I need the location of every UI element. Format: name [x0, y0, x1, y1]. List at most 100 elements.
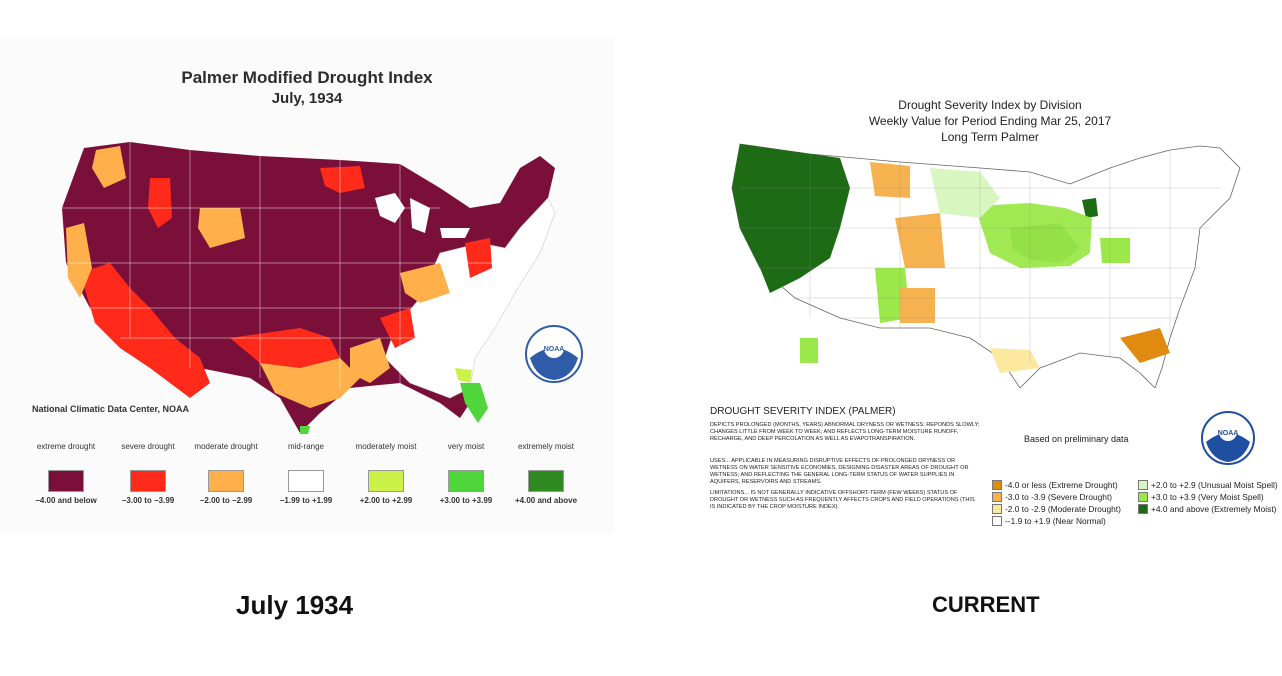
legend-label: very moist: [447, 442, 485, 451]
map-subtitle: July, 1934: [271, 90, 343, 107]
region-moderate-drought-east: [400, 263, 450, 303]
great-lakes: [375, 193, 470, 238]
legend-swatch: [1138, 480, 1148, 490]
legend-swatch: [992, 504, 1002, 514]
legend-item: extremely moist +4.00 and above: [514, 442, 578, 505]
legend-label: extreme drought: [36, 442, 96, 451]
legend-swatch: [208, 470, 244, 492]
map-subtitle-2: Long Term Palmer: [941, 130, 1039, 144]
us-drought-map-1934: [62, 142, 556, 434]
legend-label: moderate drought: [194, 442, 258, 451]
division-boundaries: [740, 150, 1220, 363]
noaa-logo-text: NOAA: [544, 346, 565, 353]
us-drought-map-current: [731, 143, 1241, 388]
legend-item: +4.0 and above (Extremely Moist): [1138, 504, 1276, 514]
legend-swatch: [368, 470, 404, 492]
legend-swatch: [992, 516, 1002, 526]
legend-item: +2.0 to +2.9 (Unusual Moist Spell): [1138, 480, 1278, 490]
region-severe-drought-nm: [900, 288, 935, 323]
legend-label: severe drought: [121, 442, 175, 451]
legend-label: -4.0 or less (Extreme Drought): [1005, 480, 1118, 490]
legend-swatch: [1138, 504, 1148, 514]
legend-item: --1.9 to +1.9 (Near Normal): [992, 516, 1106, 526]
region-very-moist-mw: [975, 203, 1092, 268]
caption-1934: July 1934: [236, 590, 354, 620]
region-extreme-drought-se: [1120, 328, 1170, 363]
legend-item: moderate drought −2.00 to −2.99: [194, 442, 258, 505]
index-uses: USES... APPLICABLE IN MEASURING DISRUPTI…: [710, 458, 969, 485]
legend-item: -3.0 to -3.9 (Severe Drought): [992, 492, 1112, 502]
legend-label: -3.0 to -3.9 (Severe Drought): [1005, 492, 1113, 502]
map-title: Drought Severity Index by Division: [898, 98, 1082, 112]
map-title: Palmer Modified Drought Index: [181, 68, 433, 87]
preliminary-note: Based on preliminary data: [1024, 434, 1129, 444]
legend-range: −3.00 to −3.99: [121, 496, 175, 505]
legend-range: +4.00 and above: [514, 496, 578, 505]
region-moderate-drought-ms: [350, 338, 390, 383]
legend-label: extremely moist: [517, 442, 574, 451]
legend-range: +2.00 to +2.99: [359, 496, 413, 505]
noaa-logo: NOAA: [1201, 411, 1255, 465]
legend-swatch: [288, 470, 324, 492]
region-unusual-moist: [930, 168, 1000, 218]
map-panel-current: Drought Severity Index by Division Weekl…: [700, 88, 1280, 528]
legend-1934: extreme drought −4.00 and below severe d…: [30, 442, 590, 532]
legend-label: moderately moist: [355, 442, 417, 451]
legend-item: severe drought −3.00 to −3.99: [116, 442, 180, 505]
region-extremely-moist-mi: [1082, 198, 1098, 218]
legend-label: +4.0 and above (Extremely Moist): [1151, 504, 1277, 514]
region-severe-drought-wy: [895, 213, 945, 268]
region-moderate-drought-ca: [66, 223, 92, 298]
legend-swatch: [1138, 492, 1148, 502]
region-moderate-drought-mw: [198, 208, 245, 248]
legend-item: very moist +3.00 to +3.99: [434, 442, 498, 505]
legend-swatch: [130, 470, 166, 492]
legend-label: +2.0 to +2.9 (Unusual Moist Spell): [1151, 480, 1278, 490]
region-extremely-moist-nw: [732, 144, 850, 293]
index-description: DEPICTS PROLONGED (MONTHS, YEARS) ABNORM…: [710, 422, 980, 442]
region-moderate-drought-tx: [990, 348, 1040, 373]
legend-label: mid-range: [287, 442, 324, 451]
legend-range: −4.00 and below: [35, 496, 97, 505]
legend-item: moderately moist +2.00 to +2.99: [354, 442, 418, 505]
map-subtitle: Weekly Value for Period Ending Mar 25, 2…: [868, 114, 1112, 128]
legend-item: extreme drought −4.00 and below: [34, 442, 98, 505]
region-severe-drought-n: [320, 166, 365, 193]
noaa-logo: NOAA: [525, 325, 583, 383]
caption-current: CURRENT: [932, 592, 1040, 617]
legend-item: +3.0 to +3.9 (Very Moist Spell): [1138, 492, 1264, 502]
state-boundaries: [62, 142, 495, 388]
map-source: National Climatic Data Center, NOAA: [32, 404, 190, 414]
legend-range: +3.00 to +3.99: [439, 496, 493, 505]
index-limitations: LIMITATIONS... IS NOT GENERALLY INDICATI…: [710, 490, 975, 510]
region-moderate-drought-nw: [92, 146, 126, 188]
legend-current: -4.0 or less (Extreme Drought) -3.0 to -…: [992, 480, 1282, 528]
legend-label: -2.0 to -2.9 (Moderate Drought): [1005, 504, 1121, 514]
legend-swatch: [528, 470, 564, 492]
region-mid-range-east: [384, 197, 556, 399]
legend-swatch: [992, 492, 1002, 502]
legend-item: -2.0 to -2.9 (Moderate Drought): [992, 504, 1121, 514]
legend-swatch: [48, 470, 84, 492]
region-moderate-drought-tx: [260, 358, 360, 408]
region-moderately-moist-fl: [455, 368, 472, 383]
legend-label: --1.9 to +1.9 (Near Normal): [1005, 516, 1106, 526]
legend-swatch: [448, 470, 484, 492]
region-very-moist-tx: [300, 426, 310, 434]
legend-label: +3.0 to +3.9 (Very Moist Spell): [1151, 492, 1264, 502]
legend-swatch: [992, 480, 1002, 490]
region-severe-drought-nw: [148, 178, 172, 228]
legend-item: mid-range −1.99 to +1.99: [274, 442, 338, 505]
region-very-moist-fl: [460, 383, 488, 423]
legend-range: −1.99 to +1.99: [279, 496, 333, 505]
map-panel-1934: Palmer Modified Drought Index July, 1934: [0, 38, 614, 534]
legend-item: -4.0 or less (Extreme Drought): [992, 480, 1118, 490]
legend-range: −2.00 to −2.99: [199, 496, 253, 505]
index-title: DROUGHT SEVERITY INDEX (PALMER): [710, 406, 896, 417]
region-very-moist-ca: [800, 338, 818, 363]
region-severe-drought-sw: [80, 263, 210, 398]
region-severe-drought-mt: [870, 162, 910, 198]
region-severe-drought-ne: [465, 238, 492, 278]
noaa-logo-text: NOAA: [1218, 430, 1239, 437]
region-very-moist-mi: [1100, 238, 1130, 263]
